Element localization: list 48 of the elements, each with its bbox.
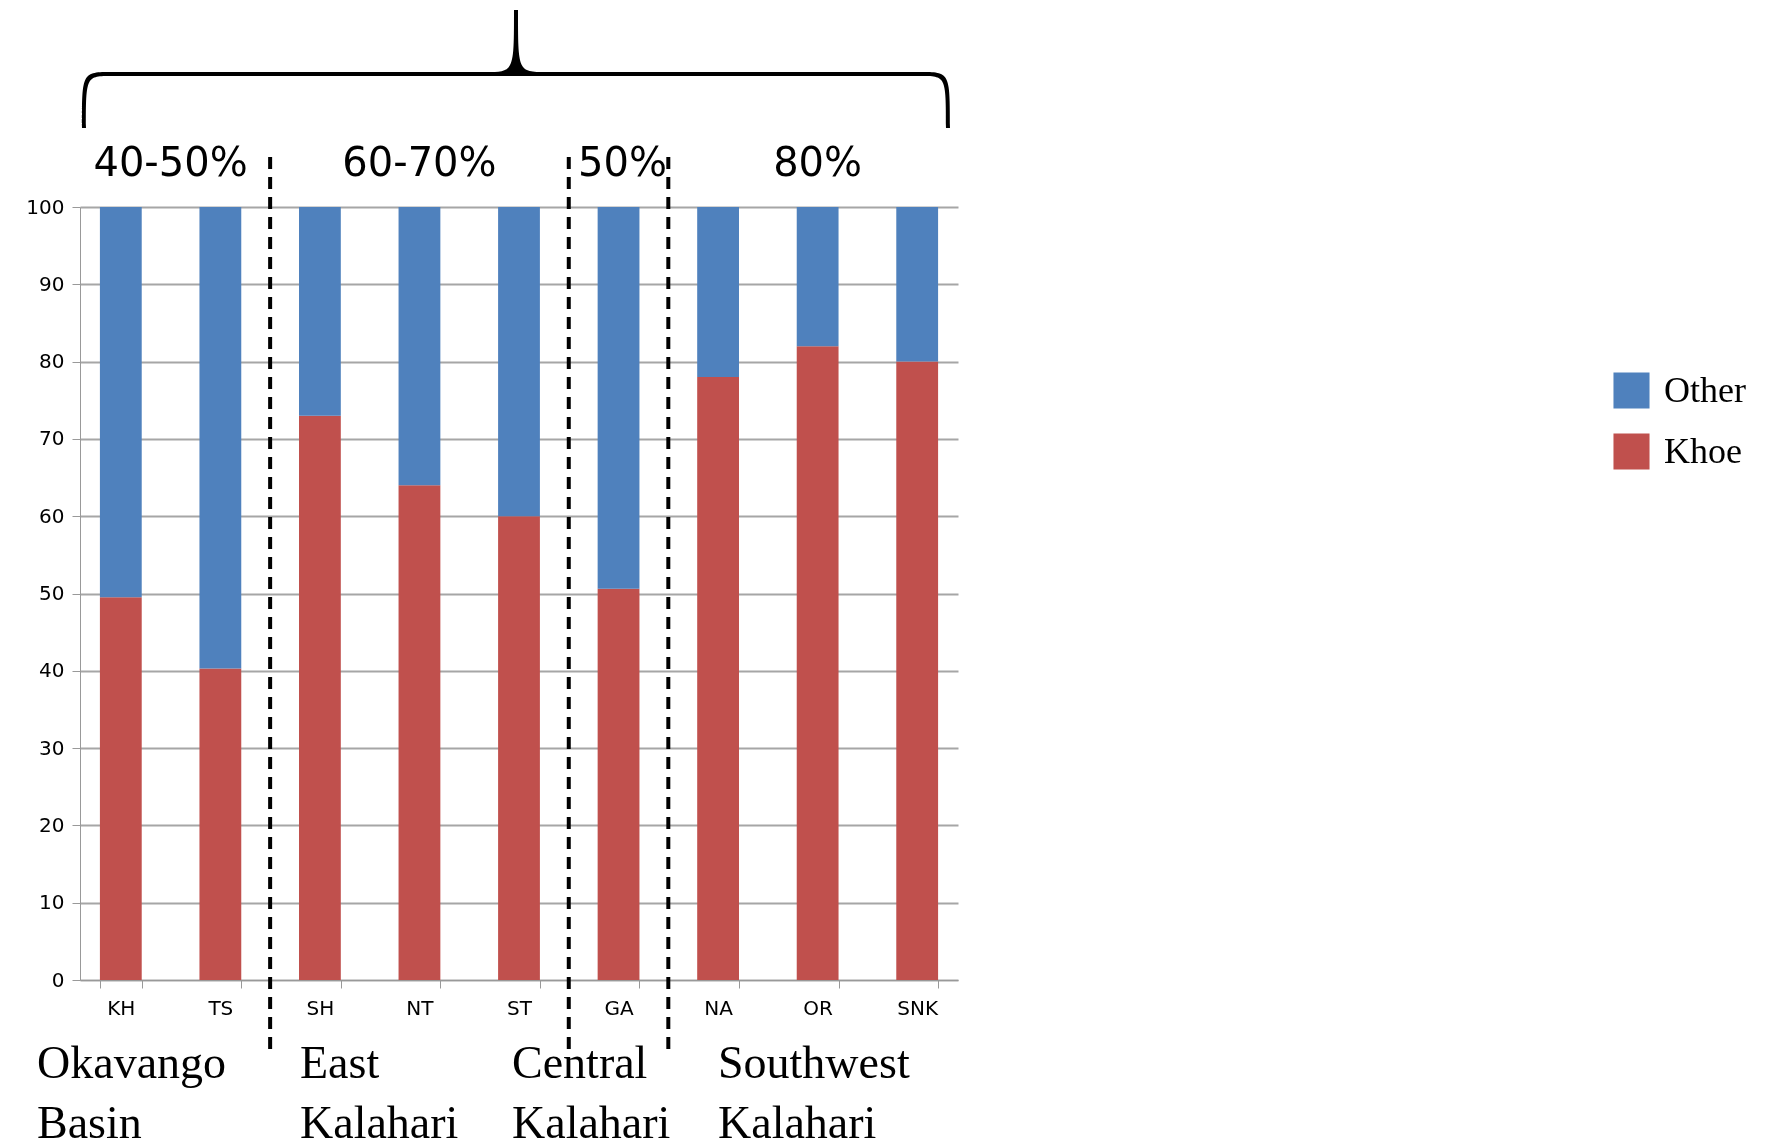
x-tick-label: SNK xyxy=(897,995,939,1020)
x-tick-label: GA xyxy=(604,995,634,1020)
legend-label: Other xyxy=(1664,369,1746,410)
text: 50% xyxy=(578,139,667,185)
y-tick-label: 20 xyxy=(39,812,65,837)
y-tick-label: 10 xyxy=(39,890,65,915)
y-tick-label: 70 xyxy=(39,426,65,451)
x-tick-label: OR xyxy=(803,995,834,1020)
text: Southwest Kalahari xyxy=(718,1036,910,1143)
bar xyxy=(299,415,341,980)
bar xyxy=(796,346,839,980)
legend-label: Khoe xyxy=(1664,430,1742,471)
bar xyxy=(597,588,640,980)
y-tick-label: 80 xyxy=(39,349,65,374)
text: Okavango Basin xyxy=(37,1036,227,1143)
bar xyxy=(597,207,640,589)
x-tick-label: NT xyxy=(406,995,435,1020)
y-tick-label: 100 xyxy=(26,194,65,219)
text: Central Kalahari xyxy=(512,1036,671,1143)
bar xyxy=(697,207,739,378)
x-tick-label: NA xyxy=(704,995,734,1020)
y-tick-label: 90 xyxy=(39,271,65,296)
bar xyxy=(99,597,142,980)
y-tick-label: 30 xyxy=(39,735,65,760)
y-tick-label: 40 xyxy=(39,658,65,683)
bar xyxy=(199,207,242,669)
bar xyxy=(398,207,441,486)
bar xyxy=(398,485,441,980)
bar xyxy=(299,207,341,416)
y-tick-label: 0 xyxy=(51,967,65,992)
bar xyxy=(896,207,939,362)
text: 80% xyxy=(773,139,863,185)
y-tick-label: 60 xyxy=(39,503,65,528)
x-tick-label: TS xyxy=(207,995,234,1020)
x-tick-label: ST xyxy=(507,995,533,1020)
y-tick-label: 50 xyxy=(39,581,65,605)
bar xyxy=(498,516,540,980)
bar xyxy=(99,207,142,598)
x-tick-label: SH xyxy=(306,995,335,1020)
text: 60-70% xyxy=(342,139,497,185)
bar xyxy=(498,207,540,517)
bar xyxy=(796,207,839,347)
x-tick-label: KH xyxy=(107,995,136,1020)
text: East Kalahari xyxy=(300,1036,459,1143)
bar xyxy=(199,668,242,980)
bar xyxy=(697,377,739,980)
bar xyxy=(896,361,939,980)
text: 40-50% xyxy=(93,139,248,185)
